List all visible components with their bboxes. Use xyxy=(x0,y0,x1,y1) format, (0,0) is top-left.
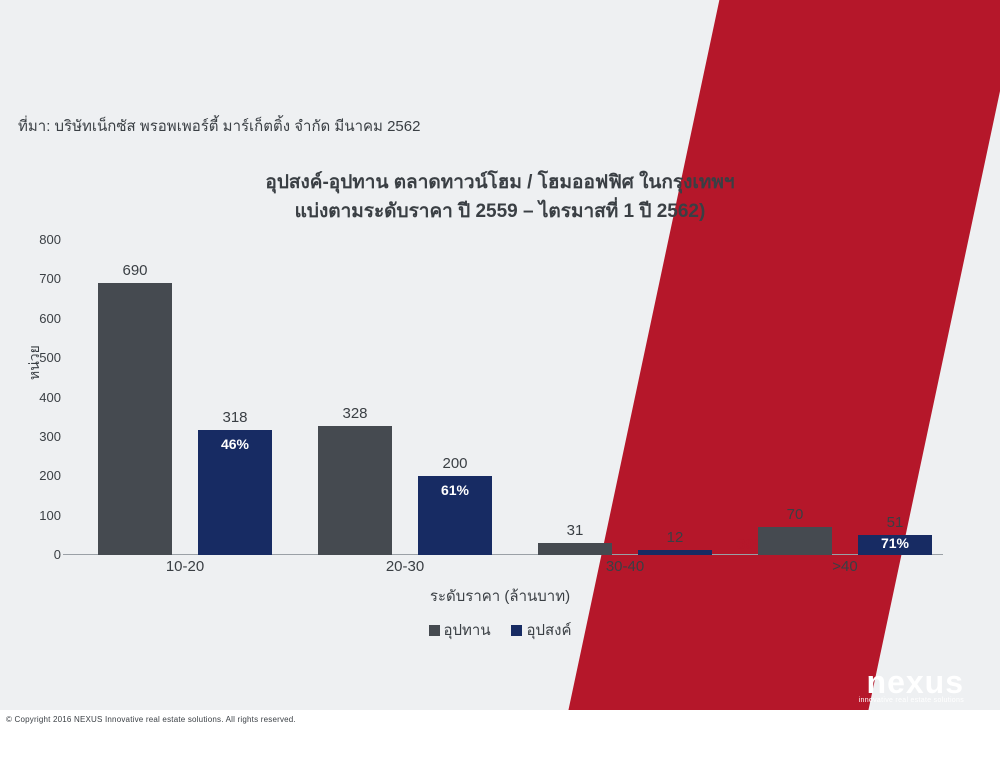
bar-percent: 71% xyxy=(858,535,932,551)
logo-wordmark: nexus xyxy=(859,668,964,697)
y-tick: 100 xyxy=(35,508,61,523)
bar-value-supply: 328 xyxy=(313,405,397,422)
y-tick: 600 xyxy=(35,311,61,326)
legend-swatch-supply xyxy=(429,625,440,636)
chart-title: อุปสงค์-อุปทาน ตลาดทาวน์โฮม / โฮมออฟฟิศ … xyxy=(0,168,1000,227)
x-tick: 30-40 xyxy=(525,558,725,575)
logo-tagline: innovative real estate solutions xyxy=(859,697,964,704)
bar-value-demand: 51 xyxy=(853,514,937,531)
bar-value-supply: 31 xyxy=(533,522,617,539)
x-tick: 10-20 xyxy=(85,558,285,575)
bar-value-supply: 70 xyxy=(753,506,837,523)
y-tick: 500 xyxy=(35,350,61,365)
y-tick: 200 xyxy=(35,468,61,483)
bar-value-demand: 12 xyxy=(633,529,717,546)
bar-value-supply: 690 xyxy=(93,262,177,279)
x-tick: 20-30 xyxy=(305,558,505,575)
bar-percent: 61% xyxy=(418,482,492,498)
y-tick: 700 xyxy=(35,271,61,286)
bar-supply xyxy=(318,426,392,555)
legend-swatch-demand xyxy=(511,625,522,636)
legend-label-supply: อุปทาน xyxy=(444,622,491,639)
bar-value-demand: 200 xyxy=(413,455,497,472)
bar-supply xyxy=(758,527,832,555)
title-line-1: อุปสงค์-อุปทาน ตลาดทาวน์โฮม / โฮมออฟฟิศ … xyxy=(265,172,734,193)
bar-value-demand: 318 xyxy=(193,409,277,426)
y-tick: 800 xyxy=(35,232,61,247)
slide-background: ที่มา: บริษัทเน็กซัส พรอพเพอร์ตี้ มาร์เก… xyxy=(0,0,1000,773)
bar-demand xyxy=(638,550,712,555)
title-line-2: แบ่งตามระดับราคา ปี 2559 – ไตรมาสที่ 1 ป… xyxy=(295,201,706,222)
legend-label-demand: อุปสงค์ xyxy=(526,622,571,639)
bar-supply xyxy=(538,543,612,555)
y-tick: 0 xyxy=(35,547,61,562)
x-tick: >40 xyxy=(745,558,945,575)
bar-percent: 46% xyxy=(198,436,272,452)
copyright-line: © Copyright 2016 NEXUS Innovative real e… xyxy=(6,715,296,724)
source-line: ที่มา: บริษัทเน็กซัส พรอพเพอร์ตี้ มาร์เก… xyxy=(18,114,420,138)
brand-logo: nexus innovative real estate solutions xyxy=(859,668,964,704)
bar-chart: 69031846%32820061%311239%705171% xyxy=(63,240,943,555)
x-axis-label: ระดับราคา (ล้านบาท) xyxy=(0,584,1000,608)
y-tick: 400 xyxy=(35,390,61,405)
bar-supply xyxy=(98,283,172,555)
legend: อุปทาน อุปสงค์ xyxy=(0,618,1000,642)
y-tick: 300 xyxy=(35,429,61,444)
